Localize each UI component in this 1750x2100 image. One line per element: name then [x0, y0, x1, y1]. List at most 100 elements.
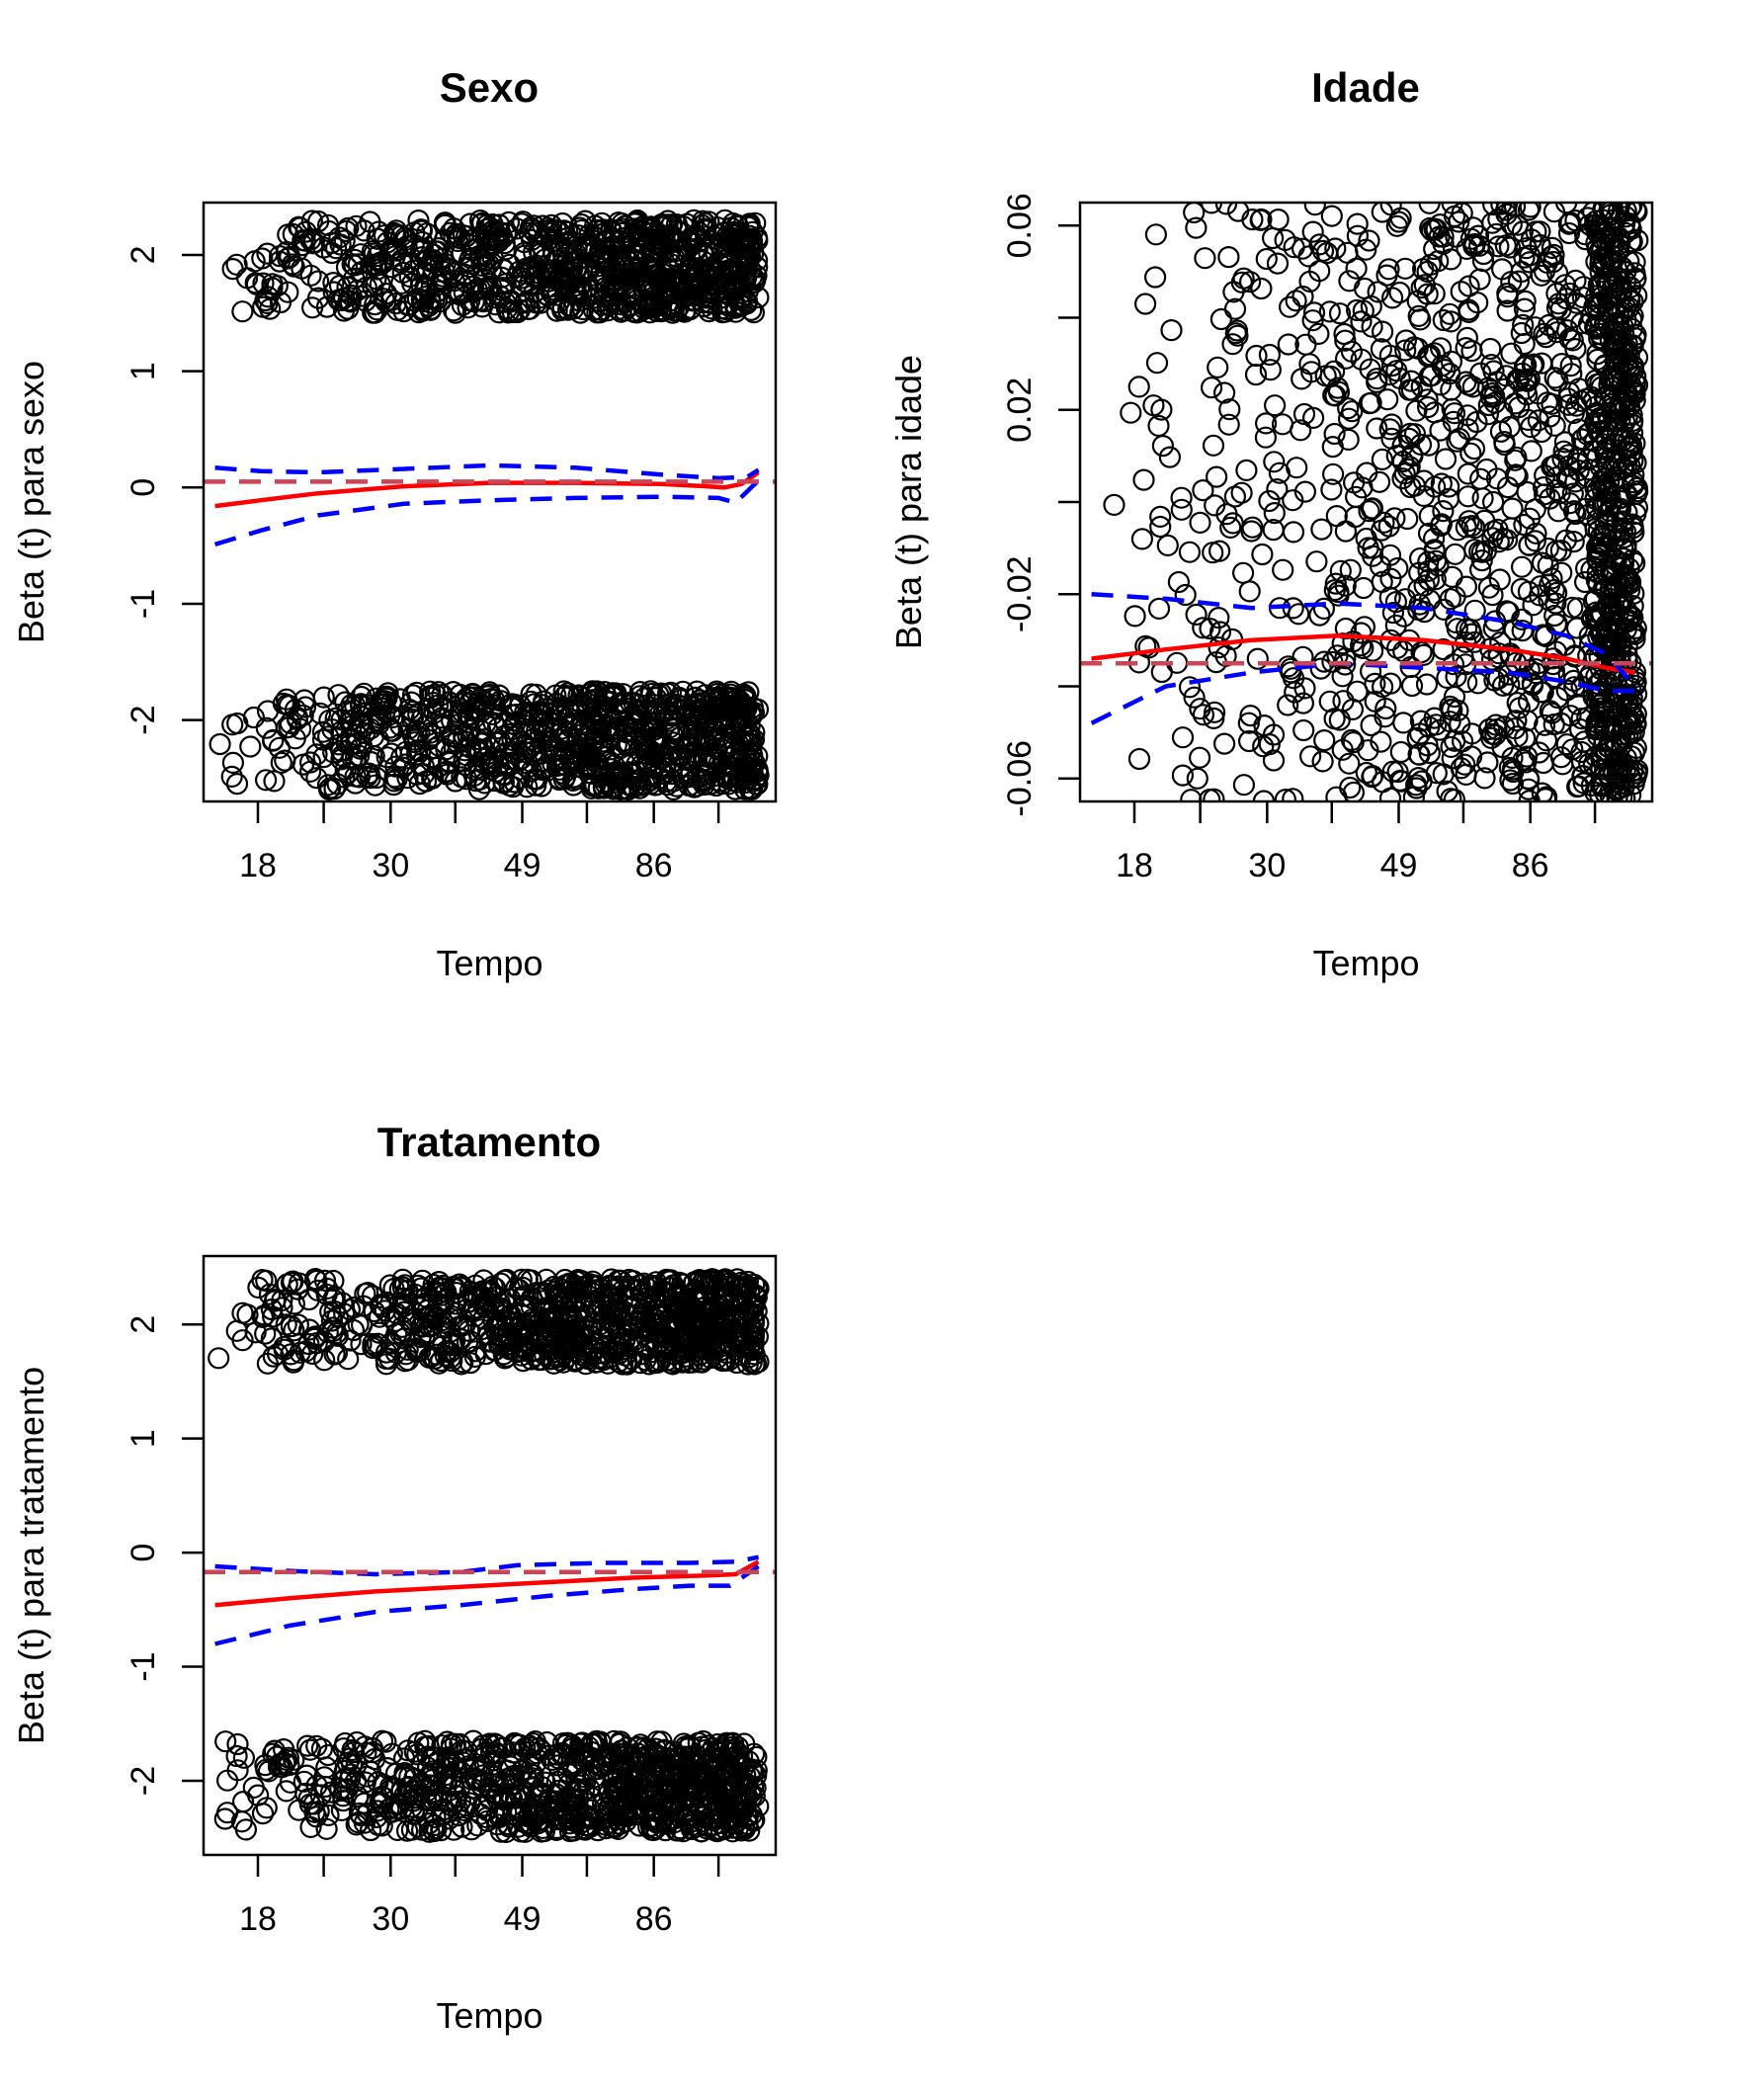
ci-line — [1091, 591, 1637, 688]
point-lower — [234, 1818, 257, 1841]
point-upper — [208, 1347, 230, 1370]
point — [1416, 260, 1439, 283]
point — [1232, 774, 1256, 797]
point — [1219, 516, 1242, 540]
point — [1254, 426, 1278, 449]
point — [1501, 497, 1524, 520]
point — [1174, 583, 1197, 607]
point-upper — [513, 244, 537, 267]
point — [1418, 715, 1441, 738]
point — [1331, 632, 1354, 655]
point — [1376, 388, 1399, 411]
point-upper — [578, 1273, 601, 1296]
point — [1328, 302, 1352, 325]
point — [1505, 710, 1528, 732]
point — [1291, 368, 1313, 390]
point — [1549, 746, 1573, 769]
point-upper — [713, 1303, 736, 1326]
point — [1418, 741, 1441, 765]
point-upper — [445, 1293, 467, 1315]
point — [1594, 477, 1618, 500]
point-upper — [262, 1305, 285, 1328]
point-lower — [581, 762, 604, 786]
point-upper — [335, 256, 359, 279]
point — [1593, 220, 1616, 243]
point — [1595, 556, 1619, 579]
x-tick-label: 30 — [1248, 847, 1286, 884]
point — [1400, 443, 1424, 465]
point — [1410, 770, 1433, 793]
point-upper — [552, 219, 576, 242]
point — [1590, 710, 1613, 732]
point — [1458, 275, 1480, 297]
point — [1251, 543, 1274, 566]
point-upper — [619, 1329, 641, 1352]
point-upper — [347, 1312, 370, 1336]
point-lower — [434, 761, 457, 784]
point-upper — [597, 250, 620, 274]
point — [1388, 367, 1411, 389]
x-axis-label: Tempo — [436, 943, 542, 983]
point — [1322, 360, 1346, 382]
point — [1416, 395, 1440, 419]
point-upper — [726, 213, 749, 236]
point-upper — [460, 239, 483, 262]
point-lower — [392, 705, 415, 727]
point-upper — [526, 1331, 548, 1355]
point — [1324, 237, 1347, 260]
point — [1322, 383, 1345, 406]
point — [1455, 575, 1478, 598]
point — [1528, 741, 1550, 764]
point-upper — [490, 1313, 513, 1336]
point — [1371, 448, 1394, 470]
point-upper — [638, 1318, 661, 1341]
point — [1124, 605, 1146, 628]
point — [1143, 266, 1167, 289]
point-lower — [351, 735, 374, 758]
point — [1541, 702, 1563, 724]
point — [1298, 745, 1322, 768]
point — [1510, 555, 1534, 578]
point-upper — [489, 1272, 512, 1295]
point-lower — [504, 725, 528, 748]
point — [1457, 462, 1479, 485]
point — [1437, 487, 1460, 510]
point — [1532, 624, 1554, 646]
point-upper — [473, 1293, 496, 1315]
point — [1542, 713, 1565, 736]
point — [1484, 714, 1507, 736]
point — [1440, 248, 1462, 271]
point-upper — [428, 1293, 451, 1315]
point-upper — [368, 220, 390, 243]
point — [1476, 377, 1500, 399]
point-lower — [423, 1819, 446, 1843]
point — [1388, 281, 1411, 304]
point — [1261, 226, 1285, 250]
point — [1529, 575, 1552, 598]
point-upper — [515, 1298, 538, 1320]
point-lower — [522, 740, 544, 763]
point — [1403, 423, 1427, 446]
point — [1189, 511, 1211, 535]
point-upper — [600, 218, 623, 241]
point-upper — [301, 1342, 324, 1366]
point — [1147, 414, 1170, 437]
point-upper — [615, 259, 637, 282]
point — [1381, 601, 1405, 625]
point — [1259, 359, 1282, 381]
point — [1496, 299, 1519, 322]
point-upper — [391, 1315, 414, 1338]
point — [1613, 391, 1635, 414]
point — [1624, 713, 1646, 735]
point-upper — [485, 229, 508, 253]
point — [1485, 467, 1509, 490]
chart-title: Sexo — [440, 64, 539, 111]
point-upper — [714, 297, 737, 321]
point-upper — [674, 1307, 698, 1331]
point — [1171, 764, 1195, 787]
point-lower — [723, 719, 746, 742]
point-upper — [231, 300, 254, 323]
point — [1212, 732, 1236, 755]
point — [1366, 417, 1388, 440]
point — [1258, 343, 1282, 367]
